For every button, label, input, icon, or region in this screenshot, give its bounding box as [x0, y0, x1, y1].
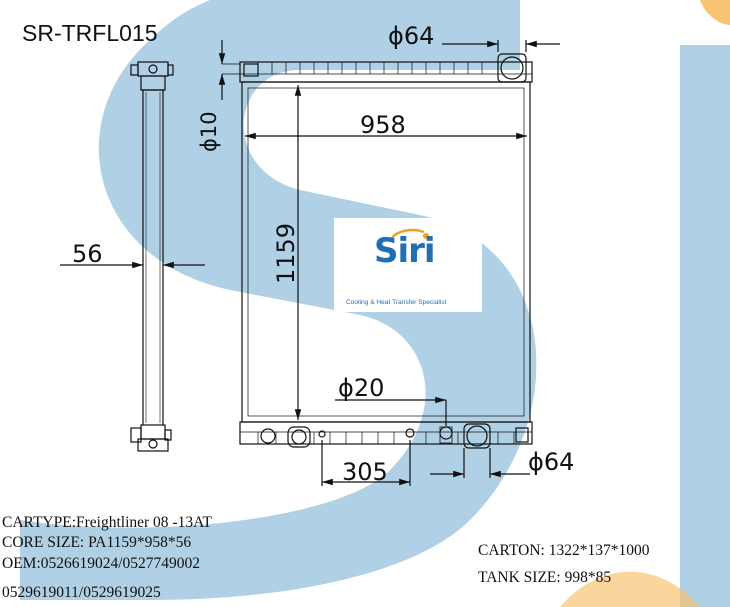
dim-label-core-width: 958	[360, 111, 406, 139]
dim-label-cap-neck: ϕ10	[197, 111, 221, 152]
dim-label-outlet-offset: 305	[342, 458, 388, 486]
model-code: SR-TRFL015	[22, 20, 158, 46]
dim-label-core-height: 1159	[272, 223, 300, 284]
front-view	[239, 53, 533, 449]
spec-core-size: CORE SIZE: PA1159*958*56	[2, 534, 192, 551]
watermark-dot	[700, 0, 730, 25]
dim-label-outlet-bottom: ϕ64	[528, 448, 574, 476]
watermark-arc	[560, 571, 700, 607]
dim-label-depth: 56	[72, 240, 103, 268]
spec-cartype: CARTYPE:Freightliner 08 -13AT	[2, 514, 213, 531]
brand-logo: Siri Cooling & Heat Transfer Specialist	[334, 218, 482, 312]
spec-oem-1: OEM:0526619024/0527749002	[2, 555, 201, 572]
logo-swoosh-icon	[391, 228, 429, 239]
brand-watermark	[20, 0, 730, 607]
brand-tagline: Cooling & Heat Transfer Specialist	[346, 299, 447, 306]
brand-name: Siri	[374, 231, 436, 271]
spec-carton: CARTON: 1322*137*1000	[478, 542, 650, 559]
dimension-lines	[218, 40, 560, 486]
dim-label-inlet-top: ϕ64	[388, 22, 434, 50]
dim-label-drain: ϕ20	[338, 374, 384, 402]
watermark-letter-s	[20, 0, 537, 600]
spec-oem-2: 0529619011/0529619025	[2, 584, 161, 601]
watermark-letter-i	[680, 45, 730, 607]
side-view	[130, 61, 174, 452]
spec-tank-size: TANK SIZE: 998*85	[478, 569, 612, 586]
